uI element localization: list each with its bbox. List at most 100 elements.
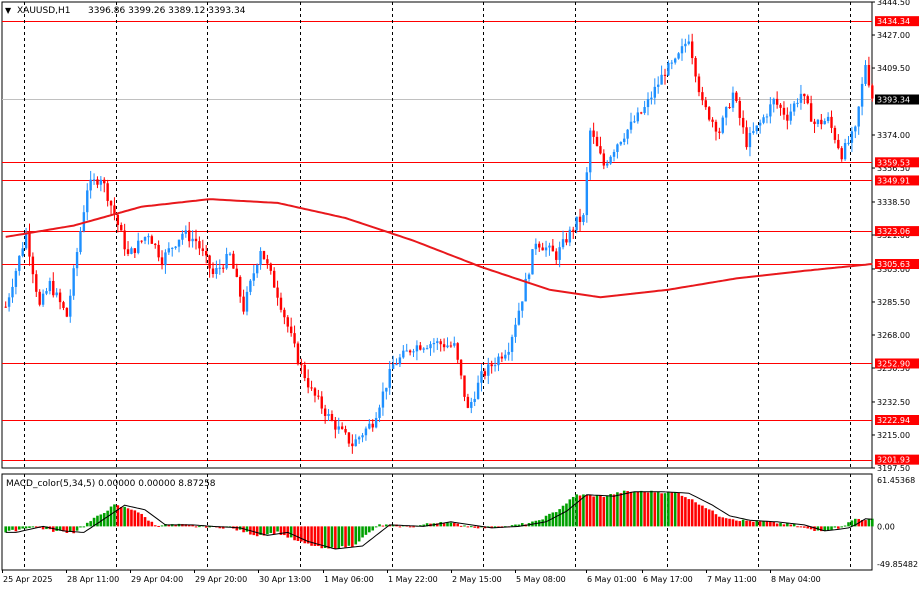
price-tick-label: 3232.50 — [877, 398, 910, 407]
candle-body — [843, 143, 847, 160]
macd-histogram-bar — [99, 514, 103, 527]
candle-body — [58, 292, 62, 303]
candle-body — [694, 58, 697, 77]
candle-body — [65, 307, 69, 317]
macd-histogram-bar — [738, 521, 742, 527]
macd-histogram-bar — [871, 518, 874, 527]
candle-body — [327, 413, 330, 416]
macd-tick-label: 0.00 — [877, 522, 895, 531]
candle-body — [633, 121, 636, 123]
macd-histogram-bar — [293, 526, 296, 541]
macd-histogram-bar — [626, 491, 629, 527]
macd-histogram-bar — [619, 493, 623, 527]
candle-body — [718, 131, 721, 133]
candle-body — [524, 278, 527, 302]
macd-histogram-bar — [130, 509, 133, 527]
macd-histogram-bar — [741, 519, 745, 527]
candle-body — [711, 119, 714, 122]
current-price-label: 3393.34 — [877, 96, 910, 105]
macd-histogram-bar — [279, 526, 283, 535]
candle-body — [211, 268, 215, 274]
macd-histogram-bar — [116, 505, 120, 527]
macd-histogram-bar — [582, 494, 585, 527]
candle-body — [35, 274, 38, 292]
candle-body — [395, 364, 398, 366]
macd-histogram-bar — [113, 504, 116, 527]
candle-body — [354, 439, 357, 447]
macd-histogram-bar — [837, 526, 840, 529]
candle-body — [673, 58, 677, 63]
macd-histogram-bar — [592, 496, 595, 527]
macd-histogram-bar — [85, 522, 89, 527]
macd-histogram-bar — [452, 522, 456, 527]
candle-body — [337, 426, 340, 430]
macd-histogram-bar — [571, 496, 575, 527]
candle-body — [140, 240, 143, 242]
candle-body — [864, 65, 867, 84]
candle-body — [534, 243, 538, 250]
macd-histogram-bar — [490, 526, 493, 529]
macd-histogram-bar — [796, 526, 799, 528]
macd-histogram-bar — [96, 515, 99, 527]
candle-body — [52, 280, 55, 296]
macd-histogram-bar — [633, 491, 636, 527]
macd-histogram-bar — [446, 522, 449, 527]
candle-body — [823, 120, 826, 125]
macd-histogram-bar — [75, 526, 79, 531]
candle-body — [167, 248, 171, 253]
macd-histogram-bar — [558, 509, 561, 527]
macd-histogram-bar — [605, 495, 609, 527]
candle-body — [473, 398, 476, 403]
macd-histogram-bar — [218, 526, 222, 529]
time-tick-label: 2 May 15:00 — [452, 575, 502, 584]
macd-histogram-bar — [425, 523, 429, 527]
candle-body — [177, 239, 181, 247]
level-tag-label: 3305.63 — [877, 260, 910, 269]
candle-body — [385, 387, 388, 392]
macd-histogram-bar — [310, 526, 313, 546]
macd-histogram-bar — [283, 526, 286, 536]
candle-body — [89, 179, 92, 191]
macd-histogram-bar — [690, 499, 694, 527]
macd-histogram-bar — [792, 523, 796, 527]
macd-histogram-bar — [833, 526, 837, 528]
candle-body — [857, 106, 860, 127]
macd-histogram-bar — [167, 524, 171, 527]
macd-histogram-bar — [493, 526, 497, 528]
macd-histogram-bar — [65, 526, 69, 533]
candle-body — [514, 324, 517, 337]
candle-body — [181, 233, 184, 240]
macd-histogram-bar — [735, 520, 738, 527]
macd-histogram-bar — [255, 526, 259, 537]
macd-histogram-bar — [351, 526, 354, 547]
candle-body — [847, 142, 850, 144]
macd-histogram-bar — [667, 491, 670, 527]
level-tag-box — [875, 175, 919, 186]
candle-body — [120, 224, 123, 231]
candle-body — [41, 293, 45, 305]
candle-body — [568, 229, 572, 243]
time-tick-label: 29 Apr 04:00 — [131, 575, 183, 584]
candle-body — [344, 428, 347, 433]
candle-body — [45, 291, 48, 294]
macd-histogram-bar — [198, 526, 201, 528]
chart-menu-icon[interactable]: ▼ — [5, 6, 12, 15]
macd-histogram-bar — [599, 495, 602, 527]
candle-body — [816, 119, 820, 125]
candle-body — [432, 342, 436, 345]
macd-histogram-bar — [194, 526, 198, 528]
moving-average-group — [5, 198, 873, 299]
candle-body — [687, 41, 690, 44]
macd-histogram-bar — [337, 526, 341, 549]
candle-body — [225, 253, 228, 269]
candle-body — [578, 216, 582, 223]
macd-histogram-bar — [28, 526, 31, 528]
candle-body — [133, 248, 137, 253]
macd-histogram-bar — [670, 492, 674, 527]
macd-histogram-bar — [4, 526, 7, 533]
macd-histogram-bar — [602, 497, 606, 527]
macd-histogram-bar — [398, 526, 402, 528]
candle-body — [755, 125, 758, 132]
candle-body — [398, 357, 402, 365]
